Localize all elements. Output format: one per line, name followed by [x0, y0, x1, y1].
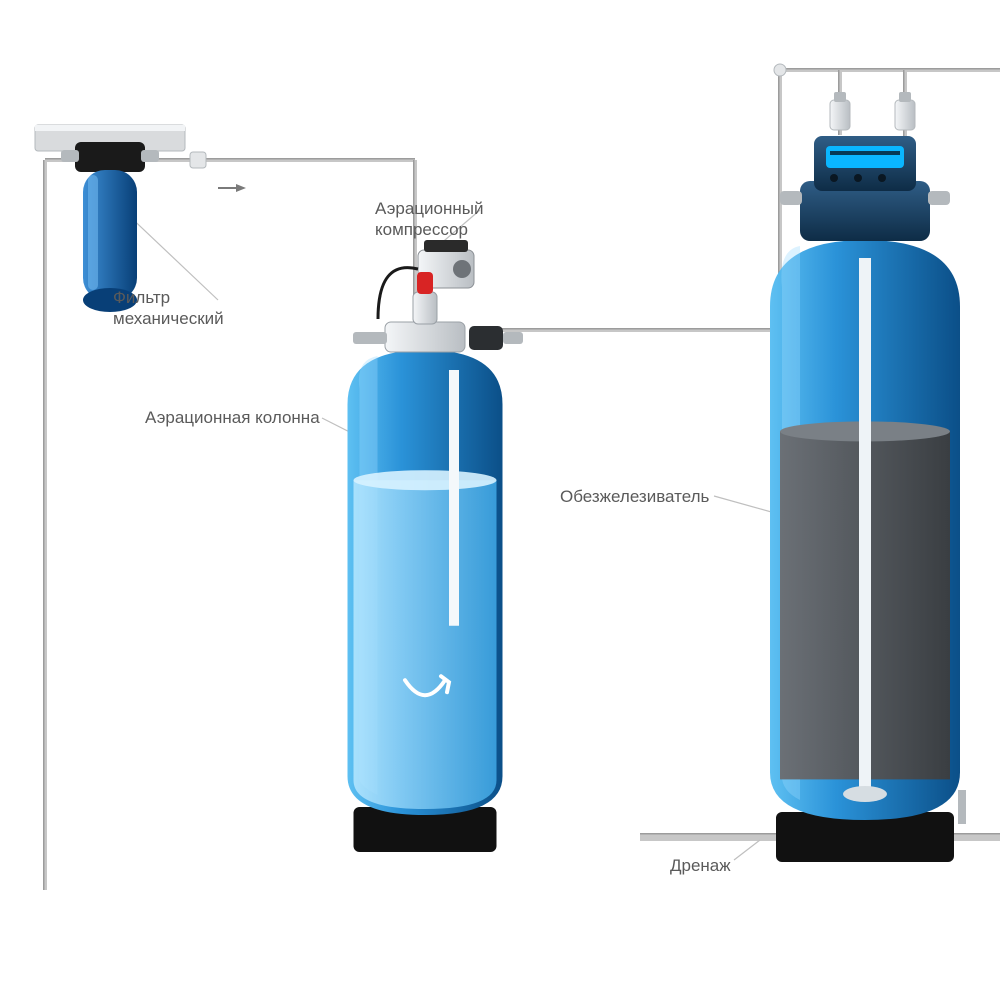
label-compressor: Аэрационный компрессор — [375, 198, 483, 241]
drain-connector-icon — [958, 790, 966, 824]
valve-display-icon — [826, 146, 904, 168]
riser-tube-icon — [859, 258, 871, 798]
mechanical-filter — [35, 125, 185, 312]
iron-remover-tank — [770, 136, 966, 862]
fitting-icon — [190, 152, 206, 168]
manifold-valve-icon — [895, 100, 915, 130]
flow-arrow-icon — [218, 184, 246, 192]
valve-button-icon — [854, 174, 862, 182]
leader-line — [734, 840, 760, 860]
valve-button-icon — [878, 174, 886, 182]
compressor-cap-icon — [424, 240, 468, 252]
tank-water-icon — [354, 480, 497, 809]
label-aeration-col: Аэрационная колонна — [145, 407, 320, 428]
label-mech-filter: Фильтр механический — [113, 287, 224, 330]
label-iron-remover: Обезжелезиватель — [560, 486, 709, 507]
diagram-svg — [0, 0, 1000, 1000]
diagram-canvas: { "canvas": { "width": 1000, "height": 1… — [0, 0, 1000, 1000]
aeration-pipe-icon — [449, 370, 459, 626]
filter-head-icon — [75, 142, 145, 172]
valve-port-icon — [780, 191, 802, 205]
valve-button-icon — [830, 174, 838, 182]
red-cap-icon — [417, 272, 433, 294]
flow-sensor-icon — [469, 326, 503, 350]
aeration-head-icon — [385, 322, 465, 352]
manifold-valve-icon — [830, 100, 850, 130]
aeration-column — [348, 272, 524, 852]
label-drain: Дренаж — [670, 855, 731, 876]
compressor-hose-icon — [378, 268, 418, 319]
